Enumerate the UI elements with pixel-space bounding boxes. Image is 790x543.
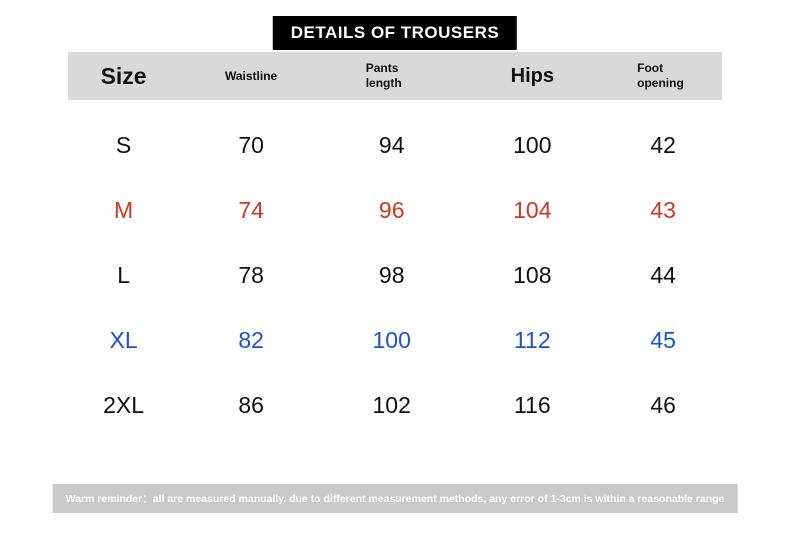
cell-size: L xyxy=(117,262,130,288)
cell-pants-length: 96 xyxy=(378,197,405,223)
footer-note: Warm reminder：all are measured manually.… xyxy=(52,484,738,513)
cell-size: M xyxy=(114,197,134,223)
cell-size: S xyxy=(115,132,132,158)
cell-foot-opening: 44 xyxy=(650,262,676,288)
cell-waistline: 82 xyxy=(238,327,264,353)
cell-size: 2XL xyxy=(103,392,145,418)
cell-hips: 108 xyxy=(513,262,552,288)
cell-hips: 116 xyxy=(513,392,551,418)
cell-hips: 112 xyxy=(513,327,551,353)
cell-pants-length: 98 xyxy=(378,262,405,288)
size-table: Size Waistline Pants length Hips Foot op… xyxy=(68,52,722,438)
cell-waistline: 70 xyxy=(238,132,264,158)
cell-foot-opening: 42 xyxy=(650,132,676,158)
cell-waistline: 74 xyxy=(238,197,264,223)
header-waistline: Waistline xyxy=(224,68,278,83)
table-header-row: Size Waistline Pants length Hips Foot op… xyxy=(68,52,722,100)
table-row: XL 82 100 112 45 xyxy=(68,308,722,373)
table-row: 2XL 86 102 116 46 xyxy=(68,373,722,438)
cell-pants-length: 100 xyxy=(372,327,411,353)
header-hips: Hips xyxy=(510,64,554,87)
cell-pants-length: 102 xyxy=(372,392,411,418)
page-title: DETAILS OF TROUSERS xyxy=(272,16,518,50)
cell-foot-opening: 45 xyxy=(650,327,676,353)
cell-hips: 100 xyxy=(513,132,552,158)
cell-waistline: 78 xyxy=(238,262,264,288)
table-row: M 74 96 104 43 xyxy=(68,178,722,243)
table-row: S 70 94 100 42 xyxy=(68,113,722,178)
cell-foot-opening: 43 xyxy=(650,197,676,223)
table-body: S 70 94 100 42 M 74 96 104 43 L 78 98 10… xyxy=(68,113,722,438)
header-size: Size xyxy=(100,62,147,89)
cell-hips: 104 xyxy=(513,197,552,223)
header-foot-opening: Foot opening xyxy=(637,61,684,90)
cell-waistline: 86 xyxy=(238,392,264,418)
table-row: L 78 98 108 44 xyxy=(68,243,722,308)
cell-pants-length: 94 xyxy=(378,132,405,158)
cell-size: XL xyxy=(109,327,138,353)
cell-foot-opening: 46 xyxy=(650,392,676,418)
header-pants-length: Pants length xyxy=(365,61,402,90)
